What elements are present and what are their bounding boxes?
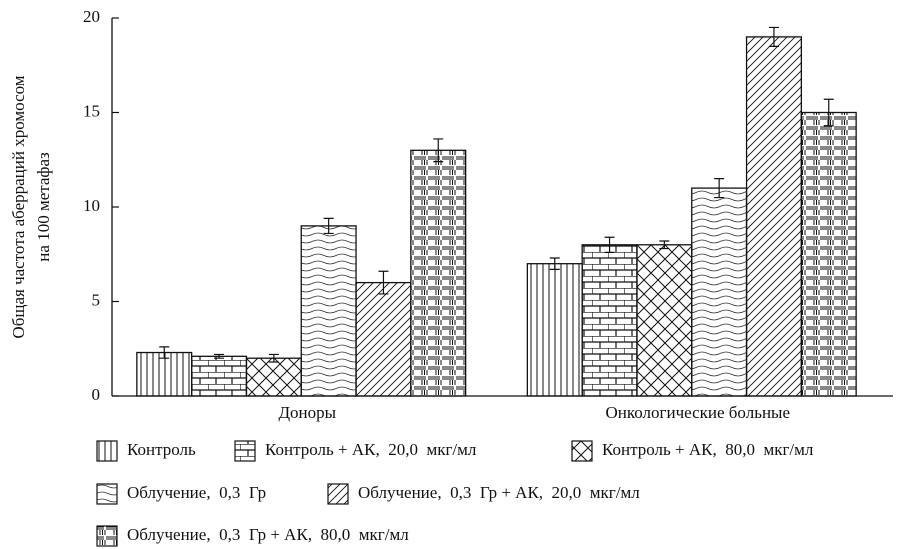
error-bar (604, 236, 615, 253)
bar (410, 149, 467, 397)
y-axis-label: на 100 метафаз (34, 152, 53, 262)
bar (300, 225, 357, 397)
bar (190, 355, 248, 397)
bar (526, 263, 583, 397)
legend-swatch (96, 525, 118, 547)
error-bar (378, 270, 389, 295)
x-tick-label: Доноры (278, 403, 336, 422)
bar (136, 351, 193, 397)
error-bar (268, 353, 279, 363)
bar (355, 281, 412, 397)
error-bar (323, 217, 334, 235)
legend-label: Контроль + АК, 80,0 мкг/мл (602, 440, 814, 459)
legend-swatch (234, 440, 256, 462)
legend-swatch (327, 483, 349, 505)
error-bar (549, 257, 560, 270)
y-tick-label: 0 (92, 385, 101, 404)
error-bar (768, 26, 779, 47)
bar (636, 244, 693, 397)
bar (745, 36, 802, 397)
bar (245, 357, 302, 397)
legend-swatch (96, 483, 118, 505)
y-tick-label: 5 (92, 290, 101, 309)
error-bar (823, 98, 834, 127)
legend-swatch (571, 440, 593, 462)
y-tick-label: 20 (83, 7, 100, 26)
legend-label: Контроль (127, 440, 196, 459)
legend-label: Облучение, 0,3 Гр (127, 483, 266, 502)
legend-label: Облучение, 0,3 Гр + АК, 20,0 мкг/мл (358, 483, 640, 502)
error-bar (714, 178, 725, 199)
legend-swatch (96, 440, 118, 462)
bar (581, 244, 638, 397)
error-bar (433, 138, 444, 163)
x-tick-label: Онкологические больные (605, 403, 790, 422)
bar (691, 187, 748, 397)
error-bar (159, 346, 170, 359)
y-tick-label: 15 (83, 101, 100, 120)
legend-label: Контроль + АК, 20,0 мкг/мл (265, 440, 477, 459)
bar (800, 111, 857, 397)
y-axis-label: Общая частота аберраций хромосом (9, 75, 28, 338)
legend-label: Облучение, 0,3 Гр + АК, 80,0 мкг/мл (127, 525, 409, 544)
error-bar (659, 240, 670, 250)
error-bar (214, 353, 225, 359)
y-tick-label: 10 (83, 196, 100, 215)
